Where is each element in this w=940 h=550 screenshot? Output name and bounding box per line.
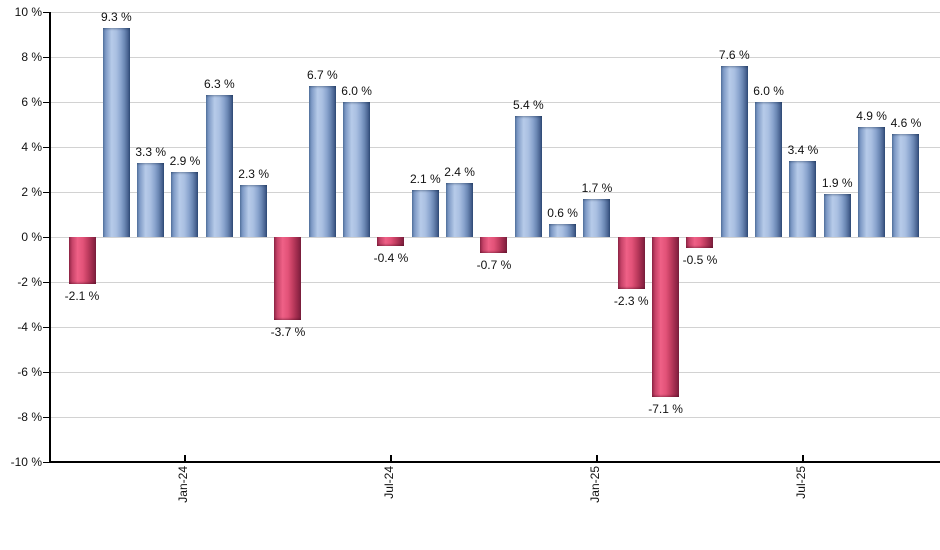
y-axis-tick-label: 6 % [21, 95, 42, 109]
x-axis-tick-label: Jul-24 [381, 466, 396, 499]
gridline [51, 12, 940, 13]
gridline [51, 102, 940, 103]
bar-value-label: 3.3 % [135, 144, 166, 159]
y-axis-tick [43, 192, 50, 193]
bar-value-label: 2.9 % [169, 153, 201, 168]
y-axis-tick [43, 417, 50, 418]
bar-negative [274, 237, 302, 321]
bar-negative [686, 237, 714, 249]
bar-positive [205, 95, 233, 237]
gridline [51, 147, 940, 148]
y-axis-tick [43, 147, 50, 148]
y-axis-tick [43, 327, 50, 328]
y-axis-tick-label: -6 % [17, 365, 42, 379]
y-axis-tick [43, 282, 50, 283]
bar-positive [583, 198, 611, 237]
x-axis-tick-label: Jan-24 [175, 466, 190, 503]
bar-value-label: 2.1 % [409, 171, 441, 186]
gridline [51, 57, 940, 58]
y-axis-tick-label: 8 % [21, 50, 42, 64]
bar-positive [892, 133, 920, 237]
bar-value-label: 2.3 % [238, 167, 269, 182]
y-axis-tick [43, 462, 50, 463]
bar-value-label: -3.7 % [270, 325, 306, 340]
bar-positive [240, 185, 268, 237]
bar-value-label: -0.5 % [682, 253, 718, 268]
y-axis-tick-label: -4 % [17, 320, 42, 334]
bar-negative [480, 237, 508, 253]
y-axis-tick [43, 12, 50, 13]
bar-value-label: -0.7 % [476, 257, 512, 272]
bar-value-label: 4.9 % [856, 108, 887, 123]
bar-positive [446, 183, 474, 237]
x-axis-tick [389, 455, 392, 461]
bar-value-label: 2.4 % [444, 165, 475, 179]
y-axis-tick-label: -8 % [17, 410, 42, 424]
bar-positive [755, 102, 783, 237]
bar-negative [617, 237, 645, 289]
bar-positive [343, 102, 371, 237]
gridline [51, 372, 940, 373]
y-axis-tick-label: 10 % [14, 5, 42, 19]
bar-positive [102, 27, 130, 237]
gridline [51, 327, 940, 328]
y-axis-tick-label: -10 % [10, 455, 42, 469]
bar-positive [137, 162, 165, 237]
bar-value-label: 6.3 % [203, 77, 235, 92]
x-axis-tick-label: Jul-25 [793, 466, 808, 499]
gridline [51, 417, 940, 418]
bar-positive [549, 223, 577, 237]
bar-value-label: 0.6 % [547, 205, 578, 220]
bar-value-label: -0.4 % [373, 251, 409, 265]
y-axis-tick [43, 102, 50, 103]
y-axis-tick-label: 2 % [21, 185, 42, 199]
bar-value-label: 6.7 % [306, 68, 338, 83]
bar-value-label: 1.9 % [821, 176, 853, 191]
bar-value-label: 9.3 % [100, 9, 132, 24]
bar-value-label: 5.4 % [512, 97, 544, 112]
x-axis-tick [183, 455, 186, 461]
bar-value-label: 6.0 % [341, 84, 372, 98]
bar-value-label: -2.3 % [613, 293, 649, 308]
x-axis-tick [595, 455, 598, 461]
y-axis-tick [43, 237, 50, 238]
y-axis-tick-label: 0 % [21, 230, 42, 244]
x-axis-tick-label: Jan-25 [587, 466, 602, 503]
bar-positive [171, 171, 199, 237]
bar-value-label: 7.6 % [718, 48, 750, 62]
y-axis-tick-label: -2 % [17, 275, 42, 289]
bar-positive [858, 126, 886, 237]
bar-positive [720, 66, 748, 237]
bar-value-label: -2.1 % [64, 289, 100, 304]
bar-negative [652, 237, 680, 397]
bar-positive [823, 194, 851, 237]
bar-positive [411, 189, 439, 237]
y-axis-tick-label: 4 % [21, 140, 42, 154]
bar-positive [514, 115, 542, 237]
gridline [51, 192, 940, 193]
bar-positive [308, 86, 336, 237]
bar-value-label: 4.6 % [890, 115, 922, 130]
bar-value-label: 3.4 % [787, 142, 819, 157]
bar-value-label: 1.7 % [581, 180, 613, 195]
bar-negative [377, 237, 405, 246]
bar-value-label: 6.0 % [753, 84, 784, 98]
x-axis-line [49, 461, 940, 463]
bar-negative [68, 237, 96, 285]
bar-positive [789, 160, 817, 237]
gridline [51, 282, 940, 283]
y-axis-line [49, 12, 51, 463]
bar-value-label: -7.1 % [648, 401, 683, 416]
x-axis-tick [801, 455, 804, 461]
y-axis-tick [43, 57, 50, 58]
y-axis-tick [43, 372, 50, 373]
